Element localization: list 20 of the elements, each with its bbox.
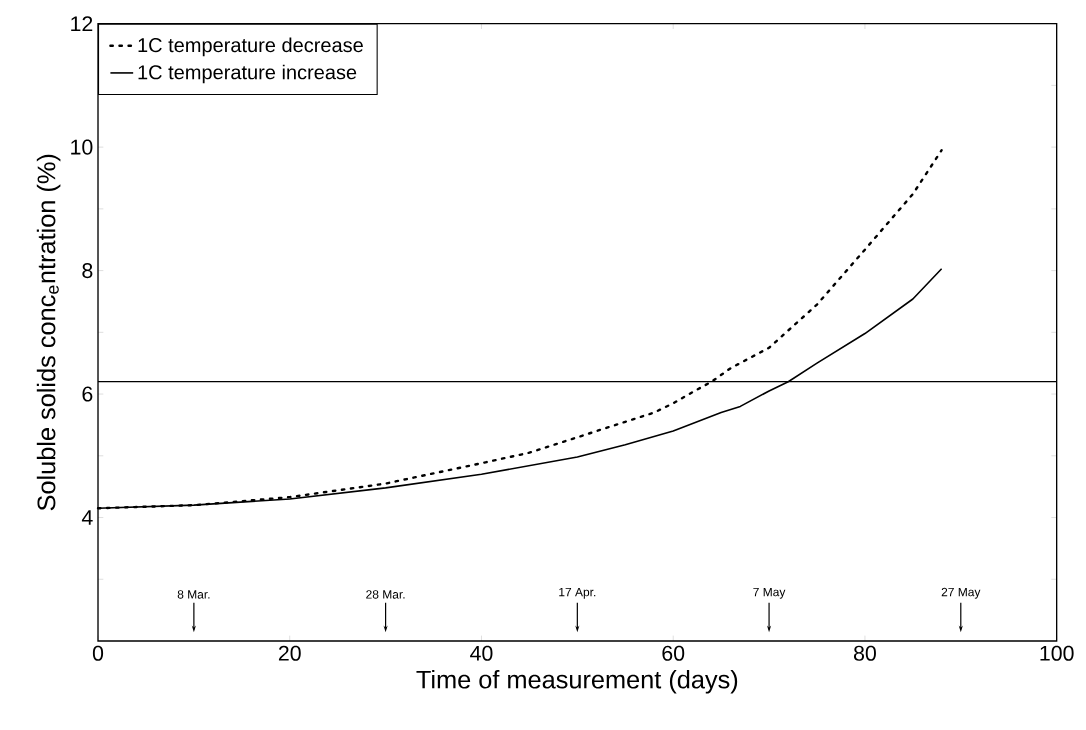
ref-line-label: 8 Mar. — [177, 590, 210, 599]
x-tick-label: 100 — [1040, 645, 1074, 661]
y-tick-label: 8 — [82, 263, 93, 279]
x-tick-label: 20 — [278, 645, 301, 661]
ref-line-label: 27 May — [941, 587, 981, 599]
x-axis-title: Time of measurement (days) — [416, 669, 738, 694]
y-tick-label: 4 — [81, 510, 93, 525]
y-tick-label: 10 — [71, 139, 93, 155]
y-tick-label: 12 — [71, 16, 93, 32]
y-axis-title: Soluble solids conc$_{e}$ntration (%) — [36, 154, 61, 511]
x-tick-label: 0 — [92, 645, 104, 661]
x-tick-label: 40 — [470, 645, 493, 661]
ref-line-label: 7 May — [753, 587, 786, 599]
x-tick-label: 80 — [853, 645, 876, 661]
y-tick-label: 6 — [82, 386, 93, 402]
ref-line-label: 28 Mar. — [366, 590, 405, 599]
legend-label: 1C temperature decrease — [138, 37, 363, 57]
legend-label: 1C temperature increase — [138, 64, 357, 84]
ref-line-label: 17 Apr. — [559, 587, 596, 599]
x-tick-label: 60 — [662, 645, 685, 661]
